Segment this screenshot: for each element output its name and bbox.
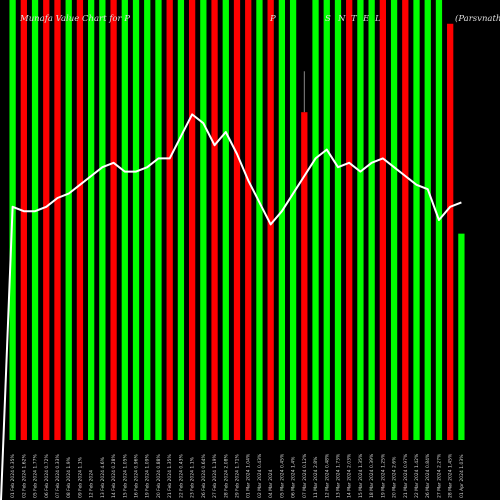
x-tick-label: 21 Mar 2024 0.97% <box>403 453 409 498</box>
bar <box>289 0 297 440</box>
bar <box>402 0 409 440</box>
bar <box>211 0 218 440</box>
x-tick-label: 15 Feb 2024 1.05% <box>122 454 128 498</box>
x-tick-label: 13 Feb 2024 4.6% <box>100 456 106 498</box>
x-tick-label: 15 Mar 2024 1.35% <box>358 453 364 498</box>
series-line <box>0 113 462 500</box>
x-tick-label: 19 Mar 2024 1.25% <box>380 453 386 498</box>
bar <box>458 233 465 440</box>
bar <box>43 0 50 440</box>
bar <box>76 0 84 440</box>
bar <box>447 23 454 440</box>
x-tick-label: 23 Feb 2024 1.1% <box>190 456 196 498</box>
title-segment: E <box>362 14 370 24</box>
bar <box>390 0 398 440</box>
x-tick-label: 27 Mar 2024 2.27% <box>436 453 442 498</box>
bar <box>155 0 162 440</box>
x-tick-label: 26 Feb 2024 0.64% <box>201 454 207 498</box>
title-segment: T <box>351 14 358 24</box>
bar <box>368 0 375 440</box>
bar <box>424 0 431 440</box>
x-tick-label: 02 Feb 2024 1.62% <box>21 454 27 498</box>
x-tick-label: 27 Feb 2024 1.19% <box>212 454 218 498</box>
bars-group <box>9 0 465 440</box>
bar <box>166 0 173 440</box>
x-tick-label: 01 Feb 2024 0.35% <box>10 454 16 498</box>
x-tick-label: 20 Feb 2024 0.88% <box>156 454 162 498</box>
x-tick-label: 12 Mar 2024 0.48% <box>324 453 330 498</box>
bar <box>110 0 117 440</box>
x-tick-label: 16 Feb 2024 0.96% <box>134 454 140 498</box>
x-tick-label: 05 Mar 2024 0.45% <box>279 453 285 498</box>
bar <box>278 0 286 440</box>
x-tick-label: 01 Apr 2024 1.03% <box>459 454 465 498</box>
x-tick-labels: 01 Feb 2024 0.35% 02 Feb 2024 1.62% 05 Feb… <box>10 453 465 498</box>
title-segment: Munafa Value Chart for P <box>19 14 130 24</box>
x-tick-label: 28 Mar 2024 1.45% <box>448 453 454 498</box>
title-segment: L <box>374 14 381 24</box>
title-segment: N <box>337 14 346 24</box>
bar <box>31 0 39 440</box>
bar <box>413 0 420 440</box>
x-tick-label: 29 Feb 2024 1.71% <box>235 454 241 498</box>
title-segment: S <box>325 14 331 24</box>
x-tick-label: 14 Feb 2024 0.28% <box>111 454 117 498</box>
bar <box>256 0 263 440</box>
x-tick-label: 22 Feb 2024 0.43% <box>178 454 184 498</box>
x-tick-label: 01 Mar 2024 1.04% <box>246 453 252 498</box>
x-tick-label: 08 Feb 2024 1.9% <box>66 456 72 498</box>
chart-title: Munafa Value Chart for P P S N T E L (Parsvnath… <box>19 13 500 24</box>
x-tick-label: 18 Mar 2024 0.39% <box>369 453 375 498</box>
x-tick-label: 13 Mar 2024 1.73% <box>335 453 341 498</box>
x-tick-label: 21 Feb 2024 1.35% <box>167 454 173 498</box>
bar <box>357 0 364 440</box>
bar <box>177 0 185 440</box>
x-tick-label: 26 Mar 2024 0.84% <box>425 453 431 498</box>
bar <box>54 0 61 440</box>
bar <box>267 0 274 440</box>
bar <box>65 0 72 440</box>
bar <box>20 0 27 440</box>
x-tick-label: 07 Feb 2024 0.33% <box>55 454 61 498</box>
bar <box>334 0 342 440</box>
bar <box>222 0 229 440</box>
x-tick-label: 12 Feb 2024 <box>89 470 95 498</box>
x-tick-label: 11 Mar 2024 2.8% <box>313 456 319 498</box>
bar <box>99 0 106 440</box>
bar <box>121 0 128 440</box>
x-tick-label: 06 Mar 2024 1.4% <box>291 456 297 498</box>
bar <box>379 0 386 440</box>
bar <box>323 0 330 440</box>
x-tick-label: 05 Feb 2024 1.77% <box>33 454 39 498</box>
bar <box>312 0 319 440</box>
x-tick-label: 07 Mar 2024 0.12% <box>302 453 308 498</box>
bar <box>301 112 308 440</box>
bar <box>88 0 95 440</box>
title-segment: P <box>269 14 276 24</box>
x-tick-label: 22 Mar 2024 1.42% <box>414 453 420 498</box>
bar <box>233 0 241 440</box>
line-group <box>0 113 462 500</box>
bar <box>346 0 353 440</box>
x-tick-label: 19 Feb 2024 1.09% <box>145 454 151 498</box>
bar <box>200 0 207 440</box>
x-tick-label: 20 Mar 2024 2.6% <box>392 456 398 498</box>
bar <box>144 0 151 440</box>
x-tick-label: 06 Feb 2024 0.72% <box>44 454 50 498</box>
bar <box>245 0 252 440</box>
x-tick-label: 04 Mar 2024 <box>268 469 274 498</box>
x-tick-label: 09 Feb 2024 1.1% <box>77 456 83 498</box>
x-tick-label: 28 Feb 2024 2.08% <box>223 454 229 498</box>
x-tick-label: 02 Mar 2024 0.43% <box>257 453 263 498</box>
bar <box>132 0 140 440</box>
title-segment: (Parsvnath L <box>455 13 500 24</box>
x-tick-label: 14 Mar 2024 2.03% <box>347 453 353 498</box>
bar <box>188 0 196 440</box>
